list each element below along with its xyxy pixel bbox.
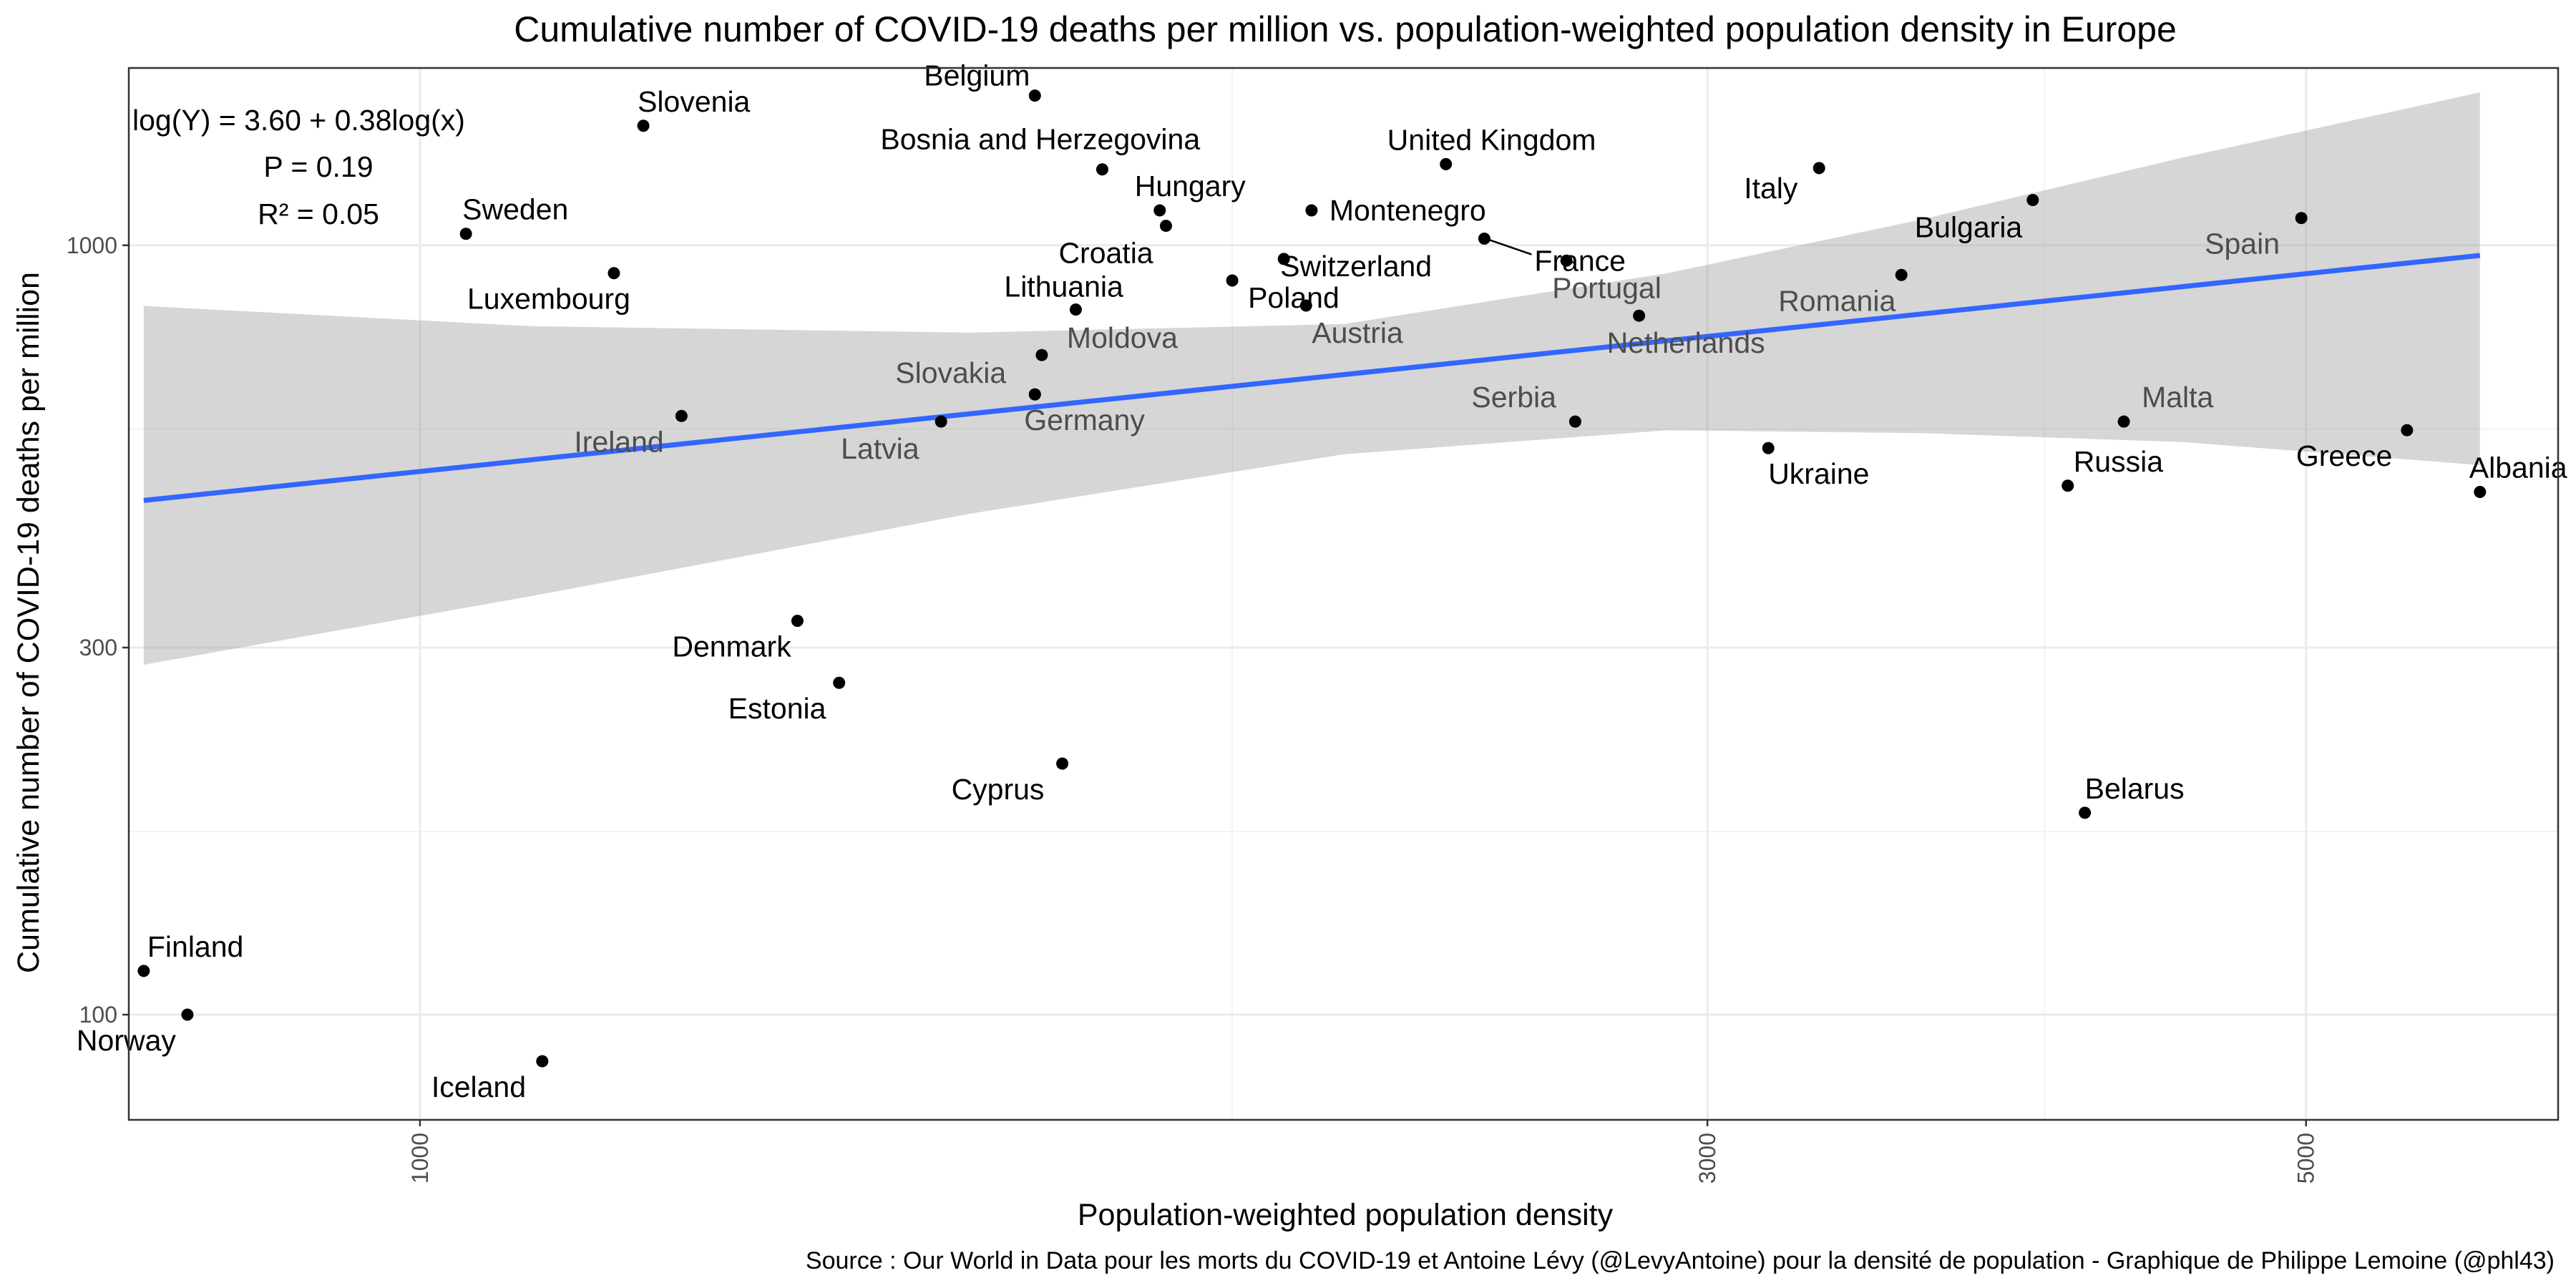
data-points xyxy=(137,89,2487,1068)
point-label: Cyprus xyxy=(952,773,1045,806)
data-point xyxy=(1028,89,1041,102)
regression-stats: log(Y) = 3.60 + 0.38log(x) P = 0.19 R² =… xyxy=(132,104,465,230)
grid-lines xyxy=(129,68,2558,1120)
data-point xyxy=(1895,268,1908,281)
data-point xyxy=(1478,233,1491,245)
point-label: Bosnia and Herzegovina xyxy=(880,123,1200,156)
x-tick-label: 1000 xyxy=(407,1133,433,1184)
point-label: Slovenia xyxy=(638,85,750,118)
point-label: Albania xyxy=(2469,451,2567,484)
data-point xyxy=(1035,348,1048,361)
point-label: Romania xyxy=(1778,284,1896,317)
chart-caption: Source : Our World in Data pour les mort… xyxy=(806,1247,2555,1274)
point-labels: Belgium Slovenia Bosnia and Herzegovina Uni… xyxy=(77,59,2567,1103)
point-label: Austria xyxy=(1312,316,1403,349)
point-label: Montenegro xyxy=(1330,194,1486,227)
x-tick-label: 5000 xyxy=(2293,1133,2319,1184)
x-axis-title: Population-weighted population density xyxy=(1078,1198,1614,1232)
data-point xyxy=(675,409,688,422)
y-tick-label: 100 xyxy=(79,1002,117,1028)
data-point xyxy=(791,615,804,628)
point-label: Latvia xyxy=(841,432,919,465)
data-point xyxy=(1813,162,1825,175)
point-label: Norway xyxy=(77,1024,176,1057)
data-point xyxy=(1159,220,1172,233)
point-label: Bulgaria xyxy=(1915,211,2023,244)
point-label: Switzerland xyxy=(1280,250,1432,283)
data-point xyxy=(935,415,947,428)
point-label: Netherlands xyxy=(1607,326,1765,359)
label-leader-line xyxy=(1489,239,1532,255)
data-point xyxy=(536,1055,549,1068)
data-point xyxy=(2026,194,2039,207)
data-point xyxy=(1028,388,1041,401)
point-label: Ukraine xyxy=(1768,457,1869,490)
y-axis-ticks: 100 300 1000 xyxy=(67,233,129,1028)
point-label: Denmark xyxy=(672,630,791,663)
chart-title: Cumulative number of COVID-19 deaths per… xyxy=(514,9,2177,49)
x-axis-ticks: 1000 3000 5000 xyxy=(407,1120,2319,1184)
data-point xyxy=(2295,212,2308,225)
data-point xyxy=(459,228,472,240)
point-label: Luxembourg xyxy=(467,283,630,316)
data-point xyxy=(833,676,846,689)
point-label: Hungary xyxy=(1135,170,1246,203)
data-point xyxy=(1440,157,1453,170)
y-tick-label: 300 xyxy=(79,635,117,660)
data-point xyxy=(2062,479,2074,492)
point-label: Slovakia xyxy=(895,356,1006,389)
point-label: Belgium xyxy=(924,59,1030,92)
data-point xyxy=(2474,485,2487,498)
regression-r-squared: R² = 0.05 xyxy=(258,197,379,230)
y-axis-title: Cumulative number of COVID-19 deaths per… xyxy=(11,272,46,973)
data-point xyxy=(1633,309,1646,322)
data-point xyxy=(1069,303,1082,316)
point-label: France xyxy=(1534,245,1626,278)
regression-fit-line xyxy=(143,253,2481,503)
point-label: Russia xyxy=(2074,445,2164,478)
data-point xyxy=(608,267,620,280)
regression-line xyxy=(143,253,2481,503)
point-label: Portugal xyxy=(1552,271,1662,304)
point-label: Greece xyxy=(2296,439,2392,472)
data-point xyxy=(1762,441,1775,454)
data-point xyxy=(1299,299,1312,312)
plot-panel-border xyxy=(127,67,2560,1121)
data-point xyxy=(637,119,650,132)
point-label: Malta xyxy=(2142,381,2213,414)
data-point xyxy=(1277,253,1290,265)
point-label: Croatia xyxy=(1058,237,1153,270)
data-point xyxy=(1153,204,1166,217)
data-point xyxy=(1560,254,1573,267)
point-label: Italy xyxy=(1744,172,1798,205)
data-point xyxy=(2079,806,2092,819)
point-label: Estonia xyxy=(728,692,826,725)
point-label: Spain xyxy=(2205,228,2280,260)
data-point xyxy=(1305,204,1318,217)
y-tick-label: 1000 xyxy=(67,233,117,258)
point-label: Iceland xyxy=(431,1070,526,1103)
point-label: Poland xyxy=(1248,281,1340,314)
data-point xyxy=(137,965,150,977)
point-label: United Kingdom xyxy=(1387,123,1596,156)
point-label: Finland xyxy=(147,930,243,963)
point-label: Ireland xyxy=(574,425,663,458)
data-point xyxy=(1056,757,1069,770)
data-point xyxy=(181,1008,194,1021)
x-tick-label: 3000 xyxy=(1694,1133,1720,1184)
data-point xyxy=(1226,274,1239,287)
data-point xyxy=(2401,424,2414,436)
data-point xyxy=(1096,163,1108,176)
regression-equation: log(Y) = 3.60 + 0.38log(x) xyxy=(132,104,465,137)
point-label: Sweden xyxy=(462,193,568,226)
point-label: Belarus xyxy=(2085,772,2185,805)
point-label: Moldova xyxy=(1067,321,1178,354)
regression-p-value: P = 0.19 xyxy=(263,150,373,183)
point-label: Germany xyxy=(1024,404,1145,436)
data-point xyxy=(1568,415,1581,428)
point-label: Serbia xyxy=(1471,381,1556,414)
data-point xyxy=(2117,415,2130,428)
point-label: Lithuania xyxy=(1004,270,1123,303)
